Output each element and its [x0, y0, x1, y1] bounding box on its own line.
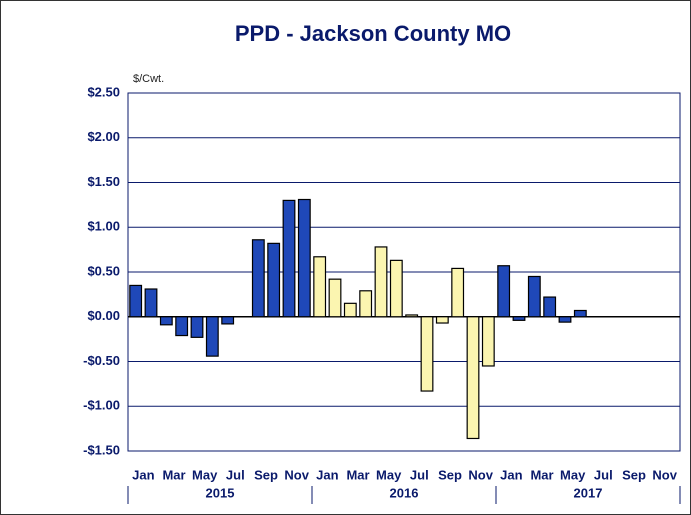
bar — [405, 314, 419, 318]
bar — [466, 316, 480, 440]
bar — [558, 316, 572, 323]
y-tick-label: $1.00 — [87, 219, 120, 234]
bar — [297, 198, 311, 318]
bar — [374, 246, 388, 318]
bar — [451, 267, 465, 318]
y-tick-label: $0.00 — [87, 308, 120, 323]
bar — [328, 278, 342, 318]
x-tick-label: Jan — [500, 467, 522, 482]
x-tick-label: Jan — [316, 467, 338, 482]
x-tick-label: Jul — [226, 467, 245, 482]
x-tick-label: Jul — [594, 467, 613, 482]
bar — [420, 316, 434, 392]
bar — [205, 316, 219, 357]
x-tick-label: May — [192, 467, 218, 482]
x-tick-label: May — [560, 467, 586, 482]
x-tick-label: May — [376, 467, 402, 482]
bar — [435, 316, 449, 324]
bar — [481, 316, 495, 367]
bar — [573, 309, 587, 318]
y-unit-label: $/Cwt. — [133, 73, 164, 85]
y-tick-label: $2.00 — [87, 129, 120, 144]
y-tick-label: $2.50 — [87, 84, 120, 99]
y-tick-label: -$1.00 — [83, 398, 120, 413]
bar — [159, 316, 173, 326]
chart-title: PPD - Jackson County MO — [235, 21, 511, 46]
bar — [512, 316, 526, 321]
year-label: 2015 — [206, 485, 235, 500]
bar — [389, 259, 403, 318]
bar — [129, 284, 143, 318]
x-tick-label: Sep — [622, 467, 646, 482]
bar — [144, 288, 158, 318]
year-label: 2017 — [574, 485, 603, 500]
x-tick-label: Mar — [530, 467, 553, 482]
y-tick-label: -$0.50 — [83, 353, 120, 368]
bar — [190, 316, 204, 338]
x-tick-label: Mar — [162, 467, 185, 482]
bar — [543, 296, 557, 318]
bar — [359, 290, 373, 318]
x-tick-label: Nov — [652, 467, 677, 482]
bar — [313, 256, 327, 318]
bar — [221, 316, 235, 325]
x-tick-label: Mar — [346, 467, 369, 482]
bar — [282, 199, 296, 318]
y-tick-label: -$1.50 — [83, 442, 120, 457]
x-tick-label: Sep — [438, 467, 462, 482]
bar — [267, 242, 281, 318]
year-label: 2016 — [390, 485, 419, 500]
bar — [527, 275, 541, 318]
x-tick-label: Jul — [410, 467, 429, 482]
x-tick-label: Sep — [254, 467, 278, 482]
y-tick-label: $0.50 — [87, 263, 120, 278]
bar — [343, 302, 357, 318]
y-tick-label: $1.50 — [87, 174, 120, 189]
bar — [251, 239, 265, 318]
x-tick-label: Jan — [132, 467, 154, 482]
bar — [497, 265, 511, 318]
bar — [175, 316, 189, 337]
x-tick-label: Nov — [284, 467, 309, 482]
x-tick-label: Nov — [468, 467, 493, 482]
